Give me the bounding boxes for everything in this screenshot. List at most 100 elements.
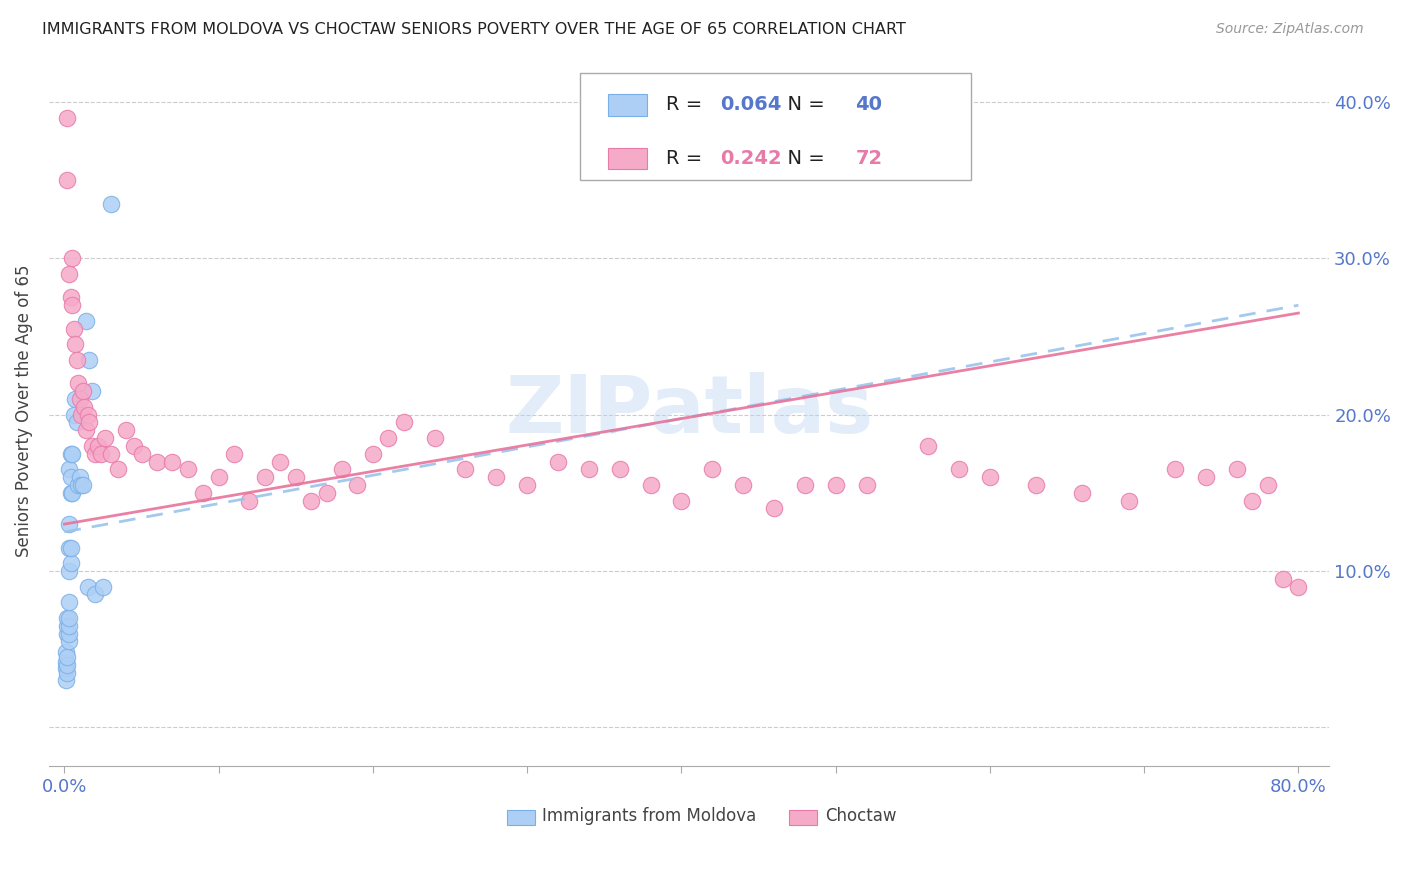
Point: [58, 611, 80, 625]
Point: [56, 657, 79, 672]
Point: [100, 196, 122, 211]
Text: Choctaw: Choctaw: [825, 807, 897, 825]
Point: [60, 252, 83, 266]
Point: [56, 173, 79, 187]
Point: [73, 400, 96, 414]
Point: [56, 626, 79, 640]
Point: [1195, 470, 1218, 484]
Point: [76, 408, 98, 422]
Point: [485, 470, 508, 484]
Point: [56, 111, 79, 125]
Point: [93, 431, 115, 445]
Point: [84, 587, 107, 601]
Point: [87, 439, 110, 453]
Text: R =: R =: [666, 149, 709, 168]
Point: [58, 462, 80, 476]
Point: [55, 655, 77, 669]
Point: [66, 353, 89, 368]
Point: [131, 447, 153, 461]
Point: [115, 423, 138, 437]
Point: [58, 634, 80, 648]
Text: Source: ZipAtlas.com: Source: ZipAtlas.com: [1216, 22, 1364, 37]
Point: [84, 447, 107, 461]
FancyBboxPatch shape: [609, 147, 647, 169]
Point: [58, 564, 80, 578]
Point: [76, 580, 98, 594]
Text: 0.064: 0.064: [720, 95, 782, 114]
Point: [59, 556, 82, 570]
Point: [100, 447, 122, 461]
Point: [917, 439, 939, 453]
Point: [315, 486, 337, 500]
Point: [58, 517, 80, 532]
Point: [1286, 580, 1309, 594]
Point: [60, 486, 83, 500]
Point: [55, 673, 77, 688]
Point: [733, 478, 755, 492]
Point: [361, 447, 384, 461]
Point: [979, 470, 1001, 484]
Point: [58, 267, 80, 281]
Point: [392, 416, 415, 430]
Point: [423, 431, 446, 445]
Point: [63, 392, 86, 406]
Point: [72, 478, 94, 492]
Y-axis label: Seniors Poverty Over the Age of 65: Seniors Poverty Over the Age of 65: [15, 265, 32, 557]
Point: [77, 353, 100, 368]
Point: [70, 478, 93, 492]
Point: [855, 478, 877, 492]
Point: [58, 541, 80, 555]
Point: [208, 470, 231, 484]
FancyBboxPatch shape: [581, 73, 970, 179]
Point: [1257, 478, 1279, 492]
Point: [547, 454, 569, 468]
Point: [454, 462, 477, 476]
Point: [640, 478, 662, 492]
Text: IMMIGRANTS FROM MOLDOVA VS CHOCTAW SENIORS POVERTY OVER THE AGE OF 65 CORRELATIO: IMMIGRANTS FROM MOLDOVA VS CHOCTAW SENIO…: [42, 22, 905, 37]
Point: [1025, 478, 1047, 492]
Point: [1226, 462, 1249, 476]
Point: [59, 470, 82, 484]
Text: 0.242: 0.242: [720, 149, 782, 168]
Point: [75, 423, 97, 437]
Point: [69, 392, 91, 406]
Point: [330, 462, 353, 476]
Point: [793, 478, 815, 492]
Point: [1164, 462, 1187, 476]
Point: [60, 447, 83, 461]
Point: [70, 408, 93, 422]
Point: [58, 618, 80, 632]
Point: [609, 462, 631, 476]
Point: [299, 493, 322, 508]
Text: N =: N =: [775, 95, 831, 114]
FancyBboxPatch shape: [508, 810, 536, 825]
Text: ZIPatlas: ZIPatlas: [505, 372, 873, 450]
Point: [62, 408, 84, 422]
Point: [1118, 493, 1140, 508]
Point: [762, 501, 785, 516]
Point: [58, 626, 80, 640]
Point: [56, 650, 79, 665]
Point: [77, 416, 100, 430]
FancyBboxPatch shape: [789, 810, 817, 825]
Point: [1241, 493, 1264, 508]
Point: [72, 384, 94, 399]
Point: [162, 454, 184, 468]
Point: [82, 384, 104, 399]
Point: [578, 462, 600, 476]
Point: [59, 486, 82, 500]
Point: [284, 470, 307, 484]
Text: N =: N =: [775, 149, 831, 168]
Point: [671, 493, 693, 508]
Point: [60, 298, 83, 312]
Point: [107, 462, 129, 476]
Text: Immigrants from Moldova: Immigrants from Moldova: [541, 807, 756, 825]
Text: 72: 72: [856, 149, 883, 168]
Point: [59, 541, 82, 555]
Point: [1071, 486, 1094, 500]
Point: [67, 376, 90, 391]
Point: [222, 447, 245, 461]
Point: [75, 314, 97, 328]
Point: [82, 439, 104, 453]
Point: [56, 665, 79, 680]
